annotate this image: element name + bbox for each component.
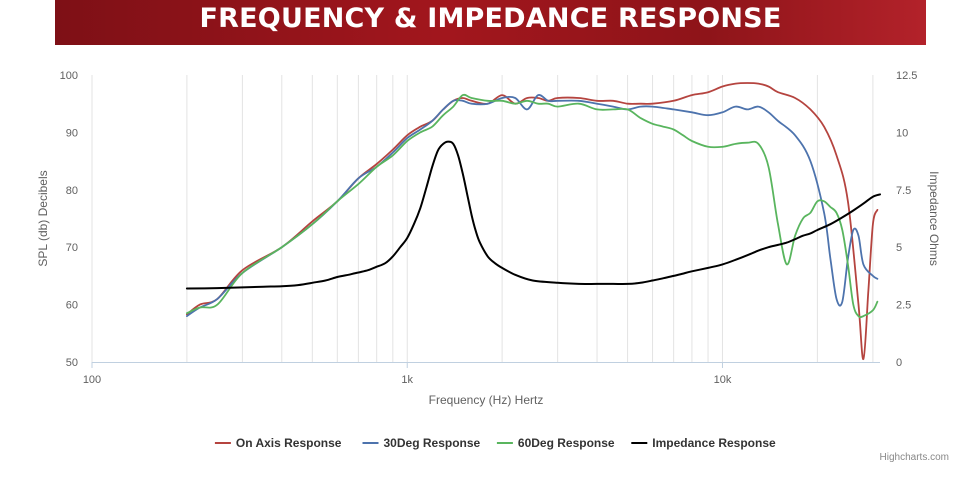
y2-tick-label: 7.5 <box>896 185 911 197</box>
y-tick-label: 60 <box>66 300 78 312</box>
y2-tick-label: 0 <box>896 357 902 369</box>
legend-item-on-axis-response[interactable]: On Axis Response <box>214 436 342 450</box>
y-axis-title: SPL (db) Decibels <box>36 170 50 266</box>
axes: 100 1k 10k 50 60 70 80 90 100 0 2.5 5 7.5 10 12.5 Frequ… <box>36 70 941 407</box>
y-tick-label: 80 <box>66 185 78 197</box>
y2-axis-title: Impedance Ohms <box>927 171 941 266</box>
series-line-on-axis-response <box>186 82 879 361</box>
credit-link[interactable]: Highcharts.com <box>879 452 949 463</box>
legend-item-60deg-response[interactable]: 60Deg Response <box>496 436 615 450</box>
legend-label: 60Deg Response <box>518 436 615 450</box>
y2-tick-label: 2.5 <box>896 300 911 312</box>
x-tick-label: 100 <box>83 374 101 386</box>
legend-item-impedance-response[interactable]: Impedance Response <box>631 436 776 450</box>
chart-title: FREQUENCY & IMPEDANCE RESPONSE <box>199 3 782 34</box>
frequency-impedance-chart: 100 1k 10k 50 60 70 80 90 100 0 2.5 5 7.5 10 12.5 Frequ… <box>36 70 941 450</box>
x-tick-label: 10k <box>714 374 732 386</box>
legend-label: On Axis Response <box>236 436 342 450</box>
y-tick-label: 70 <box>66 242 78 254</box>
x-tick-label: 1k <box>401 374 413 386</box>
y-tick-label: 90 <box>66 127 78 139</box>
y-tick-label: 50 <box>66 357 78 369</box>
legend[interactable]: On Axis Response 30Deg Response 60Deg Resp… <box>214 436 776 450</box>
series-line-30deg-response <box>186 94 879 317</box>
legend-label: Impedance Response <box>652 436 776 450</box>
series-line-60deg-response <box>186 93 879 319</box>
series-line-impedance-response <box>185 140 881 290</box>
legend-item-30deg-response[interactable]: 30Deg Response <box>362 436 481 450</box>
y-tick-label: 100 <box>60 70 78 82</box>
y2-tick-label: 5 <box>896 242 902 254</box>
legend-label: 30Deg Response <box>384 436 481 450</box>
title-banner: FREQUENCY & IMPEDANCE RESPONSE <box>55 0 926 45</box>
grid <box>91 75 874 362</box>
y2-tick-label: 10 <box>896 127 908 139</box>
x-axis-title: Frequency (Hz) Hertz <box>429 393 544 407</box>
y2-tick-label: 12.5 <box>896 70 917 82</box>
series-lines <box>185 82 881 361</box>
